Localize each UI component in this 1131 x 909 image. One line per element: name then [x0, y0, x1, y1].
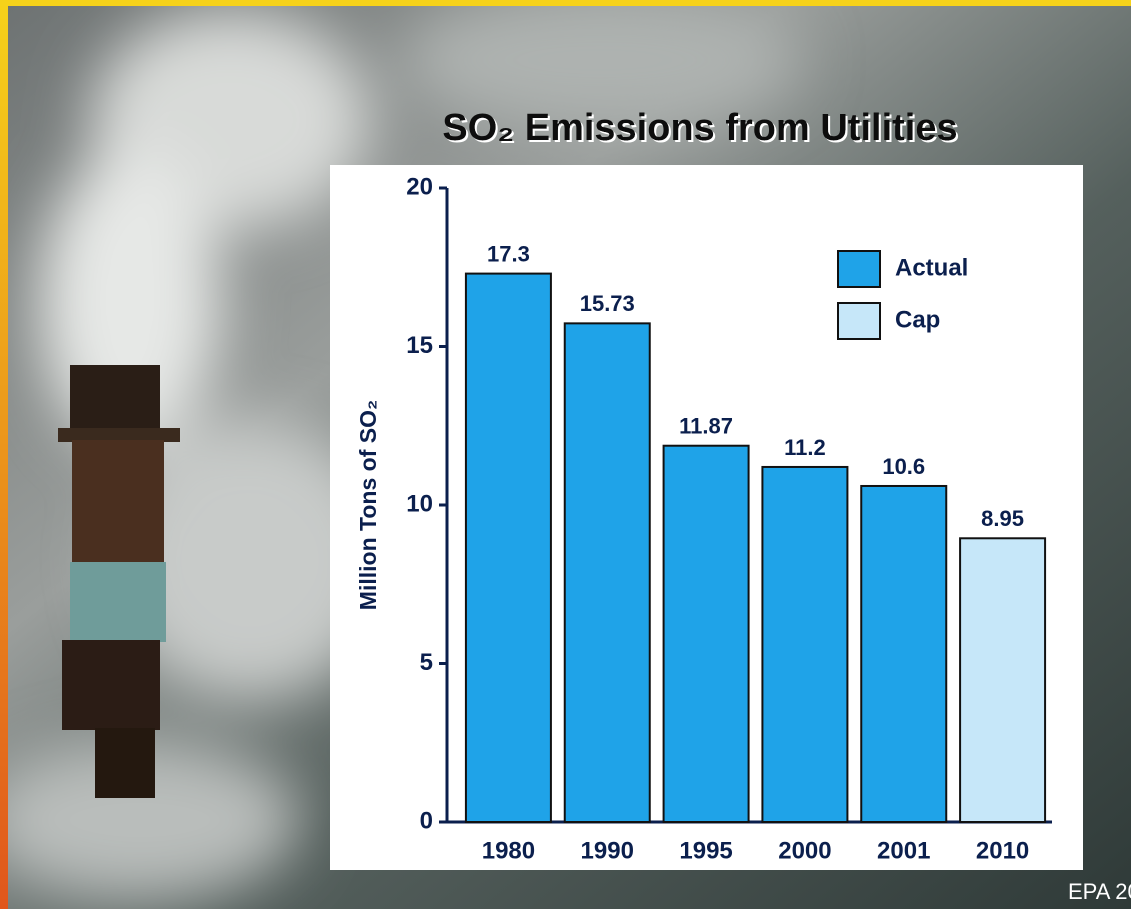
bar [466, 274, 551, 822]
data-label: 11.2 [784, 435, 826, 460]
x-tick-label: 1995 [679, 837, 732, 864]
legend-swatch [838, 251, 880, 287]
x-tick-label: 1990 [581, 837, 634, 864]
x-tick-label: 2001 [877, 837, 930, 864]
bar [861, 486, 946, 822]
data-label: 17.3 [487, 241, 530, 266]
x-tick-label: 1980 [482, 837, 535, 864]
y-tick-label: 10 [406, 490, 433, 517]
slide: SO₂ Emissions from Utilities Million Ton… [0, 0, 1131, 909]
bar [960, 538, 1045, 822]
y-tick-label: 15 [406, 332, 433, 359]
data-label: 10.6 [882, 454, 925, 479]
x-tick-label: 2000 [778, 837, 831, 864]
y-axis-label: Million Tons of SO₂ [355, 400, 381, 610]
data-label: 8.95 [981, 506, 1024, 531]
source: EPA 2002 [1068, 879, 1131, 904]
legend-label: Actual [895, 254, 968, 281]
legend-swatch [838, 303, 880, 339]
y-tick-label: 5 [420, 649, 433, 676]
y-tick-label: 20 [406, 173, 433, 200]
data-label: 11.87 [679, 414, 733, 439]
page: {"chart_data": {"type": "bar", "title": … [0, 0, 1131, 909]
x-tick-label: 2010 [976, 837, 1029, 864]
legend-label: Cap [895, 306, 940, 333]
top-border [0, 0, 1131, 6]
y-tick-label: 0 [420, 807, 433, 834]
bar [565, 323, 650, 822]
bar [762, 467, 847, 822]
left-border [0, 0, 8, 909]
chart-title: SO₂ Emissions from Utilities [442, 107, 957, 149]
bar [664, 446, 749, 822]
data-label: 15.73 [580, 291, 635, 316]
